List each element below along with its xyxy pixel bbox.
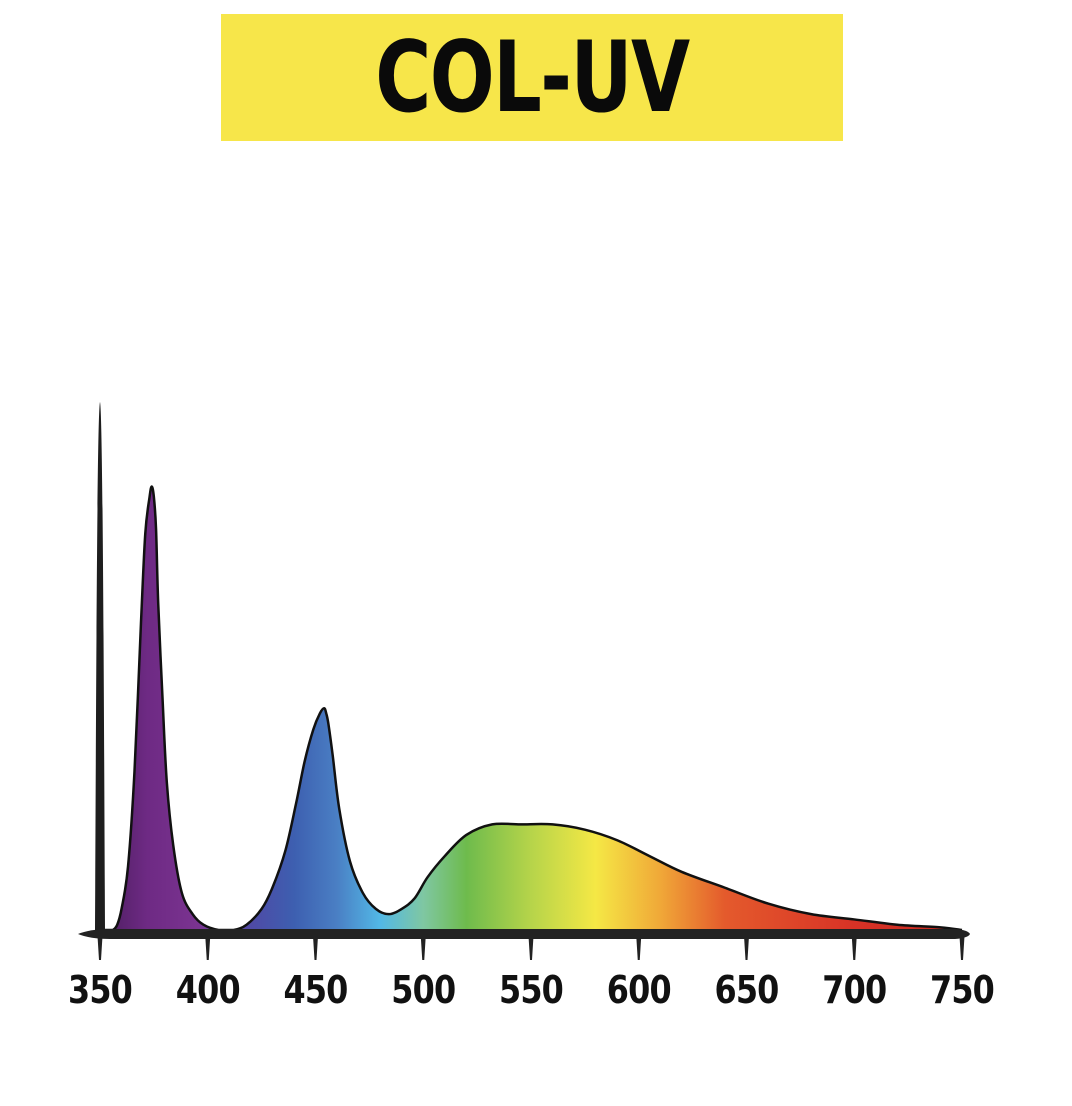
x-tick-label-500: 500: [391, 968, 455, 1012]
spectrum-area: [100, 486, 962, 930]
x-tick-700: [851, 936, 857, 960]
x-tick-label-750: 750: [930, 968, 994, 1012]
x-tick-650: [744, 936, 749, 960]
x-tick-label-350: 350: [68, 968, 132, 1012]
spike-350: [95, 402, 105, 930]
chart-title: COL-UV: [375, 20, 690, 135]
x-tick-350: [97, 936, 103, 960]
x-tick-750: [959, 936, 965, 960]
x-tick-450: [313, 936, 318, 960]
x-tick-500: [420, 936, 426, 960]
x-axis-baseline: [78, 929, 970, 939]
x-tick-label-550: 550: [499, 968, 563, 1012]
x-tick-label-400: 400: [176, 968, 240, 1012]
x-tick-600: [636, 936, 642, 960]
x-tick-label-450: 450: [284, 968, 348, 1012]
spectrum-outline: [100, 485, 963, 932]
x-tick-label-700: 700: [822, 968, 886, 1012]
x-tick-550: [528, 936, 534, 960]
chart-title-banner: COL-UV: [221, 14, 843, 141]
x-tick-label-650: 650: [715, 968, 779, 1012]
x-tick-400: [205, 936, 211, 960]
x-tick-label-600: 600: [607, 968, 671, 1012]
